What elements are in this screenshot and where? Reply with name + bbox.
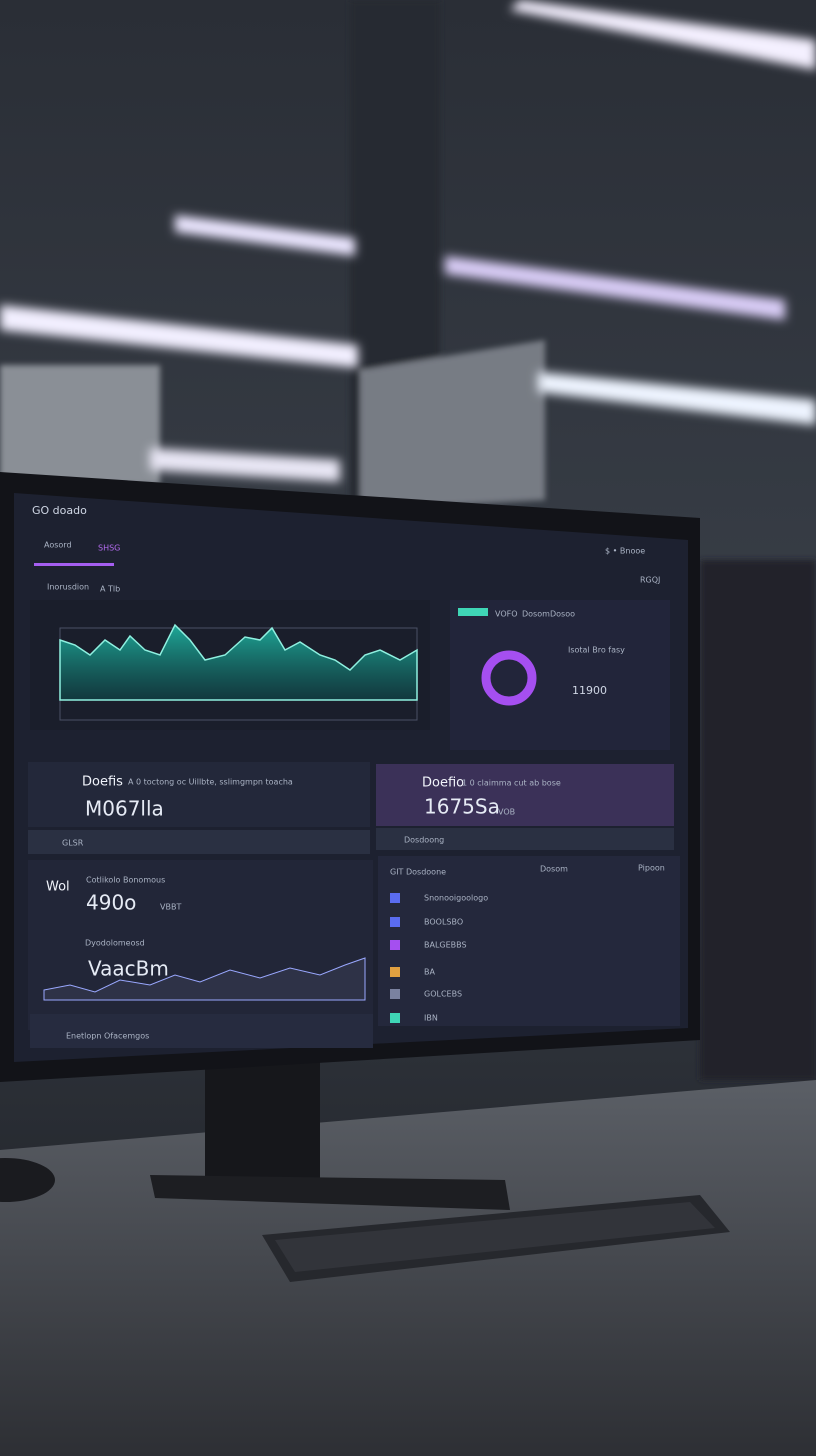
chart-title: Dyodolomeosd	[85, 939, 145, 948]
sub-label: A Tlb	[100, 585, 120, 594]
header-right: $ • Bnooe	[605, 547, 645, 556]
card-footer-text: Dosdoong	[404, 836, 444, 845]
card-value: M067lla	[85, 797, 164, 821]
card-subtitle: Cotlikolo Bonomous	[86, 876, 165, 885]
card-footer	[28, 830, 370, 854]
app-title: GO doado	[32, 504, 87, 517]
row-label[interactable]: BALGEBBS	[424, 941, 467, 950]
column-header: Pipoon	[638, 864, 665, 873]
tab[interactable]: SHSG	[98, 544, 120, 553]
light	[445, 256, 785, 320]
card-subtitle: A 0 toctong oc Uillbte, sslimgmpn toacha	[128, 778, 293, 787]
row-icon	[390, 940, 400, 950]
keys	[275, 1202, 715, 1272]
card-value: 1675Sa	[424, 795, 500, 819]
tab-highlight	[458, 608, 488, 616]
tab[interactable]: Aosord	[44, 541, 72, 550]
row-label[interactable]: BA	[424, 968, 435, 977]
column-header: Dosom	[540, 865, 568, 874]
monitor-stand	[205, 1050, 320, 1180]
donut-value: 11900	[572, 684, 607, 697]
row-icon	[390, 893, 400, 903]
card	[28, 762, 370, 827]
ceiling-lights	[0, 0, 816, 482]
donut-tab[interactable]: Dosom	[522, 610, 550, 619]
card	[376, 764, 674, 826]
donut-tab[interactable]: Dosoo	[550, 610, 575, 619]
light	[150, 448, 340, 482]
donut-label: Isotal Bro fasy	[568, 646, 625, 655]
row-icon	[390, 967, 400, 977]
row-label[interactable]: BOOLSBO	[424, 918, 463, 927]
card	[28, 860, 373, 1030]
light	[0, 305, 358, 368]
back-monitor	[0, 365, 160, 485]
badge: RGQJ	[640, 576, 660, 585]
office-background	[0, 0, 816, 1080]
row-label[interactable]: Snonooigoologo	[424, 894, 488, 903]
row-icon	[390, 1013, 400, 1023]
card-title: Doefio	[422, 776, 464, 791]
card-footer-text: GLSR	[62, 839, 84, 848]
row-label[interactable]: IBN	[424, 1014, 438, 1023]
light	[510, 0, 816, 70]
donut	[481, 650, 537, 706]
table-title: GIT Dosdoone	[390, 868, 446, 877]
row-label[interactable]: GOLCEBS	[424, 990, 462, 999]
progress-bar	[34, 563, 114, 566]
sub-label: Inorusdion	[47, 583, 89, 592]
line-chart-area	[59, 623, 418, 701]
footer-text: Enetlopn Ofacemgos	[66, 1032, 149, 1041]
card-tag: VBBT	[160, 903, 181, 912]
object	[0, 1158, 55, 1202]
table-rows: Snonooigoologo BOOLSBO BALGEBBS BA GOLCEBS IB…	[390, 893, 488, 1023]
footer-bar	[30, 1014, 373, 1048]
row-icon	[390, 989, 400, 999]
light	[175, 215, 355, 256]
card-tag: VOB	[498, 808, 515, 817]
donut-tab[interactable]: VOFO	[495, 610, 518, 619]
card-title: Wol	[46, 880, 70, 895]
monitor-base	[150, 1175, 510, 1210]
sparkline	[43, 957, 366, 1001]
card-subtitle: 1 0 claimma cut ab bose	[462, 779, 561, 788]
back-monitor	[360, 340, 545, 510]
row-icon	[390, 917, 400, 927]
card-title: Doefis	[82, 775, 123, 790]
light	[538, 372, 816, 425]
cabinet	[700, 560, 816, 1080]
card-value: 490o	[86, 891, 136, 915]
chart-value: VaacBm	[88, 957, 169, 981]
table	[378, 856, 680, 1026]
card-footer	[376, 828, 674, 850]
